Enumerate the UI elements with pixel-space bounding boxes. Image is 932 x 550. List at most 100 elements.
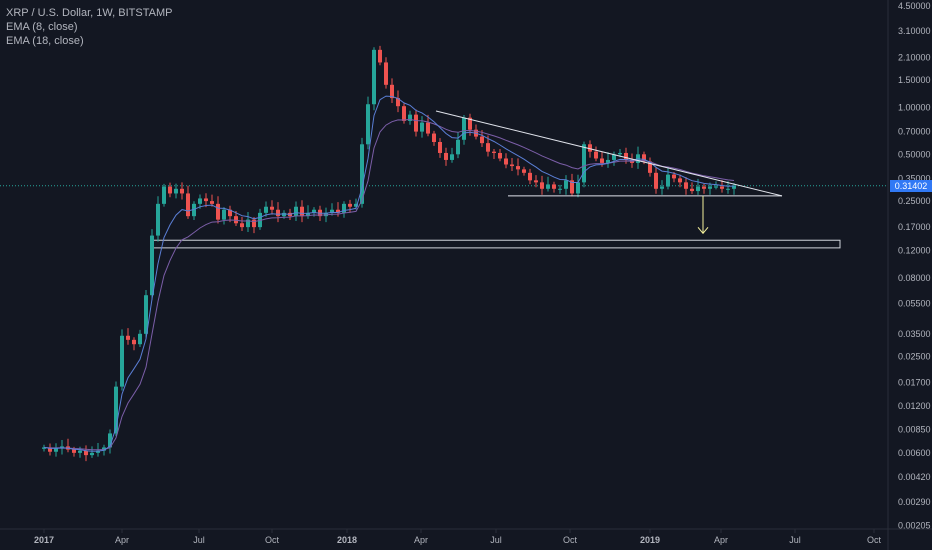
candle-body bbox=[372, 49, 376, 105]
candle-body bbox=[48, 447, 52, 452]
candle-body bbox=[96, 450, 100, 453]
candle-body bbox=[186, 193, 190, 217]
candle-body bbox=[216, 203, 220, 220]
candle-body bbox=[606, 159, 610, 163]
descending-resistance-line bbox=[435, 110, 783, 197]
candle-body bbox=[486, 143, 490, 152]
candle-body bbox=[306, 212, 310, 217]
y-tick-label: 0.00290 bbox=[898, 497, 931, 507]
candle-body bbox=[678, 178, 682, 183]
candle-body bbox=[156, 203, 160, 236]
y-tick-label: 4.50000 bbox=[898, 1, 931, 11]
x-tick-label: 2019 bbox=[640, 535, 660, 545]
candle-body bbox=[612, 154, 616, 160]
candle-body bbox=[360, 144, 364, 204]
candle-body bbox=[462, 117, 466, 140]
candle-body bbox=[426, 122, 430, 134]
candle-body bbox=[438, 142, 442, 153]
candle-body bbox=[336, 209, 340, 213]
candle-body bbox=[132, 339, 136, 345]
candle-body bbox=[576, 182, 580, 194]
y-tick-label: 0.03500 bbox=[898, 329, 931, 339]
candle-body bbox=[540, 182, 544, 189]
y-tick-label: 0.70000 bbox=[898, 127, 931, 137]
candle-body bbox=[240, 223, 244, 228]
demand-zone-box bbox=[152, 239, 841, 249]
candle-body bbox=[564, 180, 568, 189]
candle-body bbox=[660, 186, 664, 189]
candle-body bbox=[162, 186, 166, 204]
candle-body bbox=[72, 449, 76, 453]
candle-body bbox=[78, 450, 82, 453]
candle-body bbox=[618, 152, 622, 155]
candle-body bbox=[90, 452, 94, 456]
candle-body bbox=[42, 447, 46, 449]
candle-body bbox=[528, 172, 532, 181]
y-tick-label: 0.12000 bbox=[898, 246, 931, 256]
last-price-tag: 0.31402 bbox=[890, 180, 932, 192]
symbol-title: XRP / U.S. Dollar, 1W, BITSTAMP bbox=[6, 7, 173, 19]
candle-body bbox=[408, 114, 412, 121]
candle-body bbox=[720, 186, 724, 189]
candle-body bbox=[444, 152, 448, 160]
candle-body bbox=[384, 62, 388, 85]
x-tick-label: Apr bbox=[714, 535, 728, 545]
candle-body bbox=[702, 186, 706, 189]
y-tick-label: 0.01700 bbox=[898, 378, 931, 388]
candle-body bbox=[492, 151, 496, 153]
candle-body bbox=[390, 84, 394, 99]
x-tick-label: Oct bbox=[867, 535, 882, 545]
candle-body bbox=[696, 186, 700, 192]
candle-body bbox=[210, 201, 214, 204]
candle-body bbox=[558, 188, 562, 190]
y-tick-label: 0.00600 bbox=[898, 448, 931, 458]
ema-slow-line bbox=[43, 118, 735, 451]
candle-body bbox=[588, 144, 592, 152]
candle-body bbox=[666, 174, 670, 187]
candle-body bbox=[198, 198, 202, 204]
y-tick-label: 0.02500 bbox=[898, 352, 931, 362]
y-tick-label: 0.35000 bbox=[898, 173, 931, 183]
candle-body bbox=[168, 186, 172, 194]
candle-body bbox=[54, 448, 58, 452]
candle-body bbox=[420, 122, 424, 132]
candle-body bbox=[456, 139, 460, 155]
x-tick-label: Jul bbox=[193, 535, 205, 545]
candle-body bbox=[396, 98, 400, 107]
candle-body bbox=[546, 184, 550, 189]
y-tick-label: 3.10000 bbox=[898, 26, 931, 36]
candle-body bbox=[282, 212, 286, 217]
candle-body bbox=[402, 106, 406, 121]
candle-body bbox=[522, 169, 526, 173]
candle-body bbox=[222, 209, 226, 220]
candle-body bbox=[684, 182, 688, 189]
candle-body bbox=[648, 161, 652, 173]
y-tick-label: 1.00000 bbox=[898, 103, 931, 113]
x-tick-label: Oct bbox=[563, 535, 578, 545]
candle-body bbox=[690, 188, 694, 192]
candle-body bbox=[264, 206, 268, 213]
chart-legend: XRP / U.S. Dollar, 1W, BITSTAMP EMA (8, … bbox=[6, 6, 172, 48]
y-tick-label: 2.10000 bbox=[898, 52, 931, 62]
candle-body bbox=[84, 450, 88, 456]
candle-body bbox=[366, 104, 370, 145]
candle-body bbox=[354, 203, 358, 207]
candle-body bbox=[726, 188, 730, 190]
candle-body bbox=[570, 180, 574, 194]
ema-fast-label: EMA (8, close) bbox=[6, 21, 78, 33]
breakdown-arrow-head bbox=[697, 227, 709, 235]
candle-body bbox=[624, 152, 628, 160]
candle-body bbox=[180, 188, 184, 194]
candle-body bbox=[312, 209, 316, 213]
candle-body bbox=[144, 295, 148, 334]
candle-body bbox=[342, 203, 346, 213]
candle-body bbox=[414, 114, 418, 132]
candle-body bbox=[432, 133, 436, 143]
x-tick-label: Oct bbox=[265, 535, 280, 545]
candle-body bbox=[594, 151, 598, 159]
candle-body bbox=[276, 209, 280, 217]
candle-body bbox=[468, 117, 472, 130]
candle-body bbox=[294, 206, 298, 217]
